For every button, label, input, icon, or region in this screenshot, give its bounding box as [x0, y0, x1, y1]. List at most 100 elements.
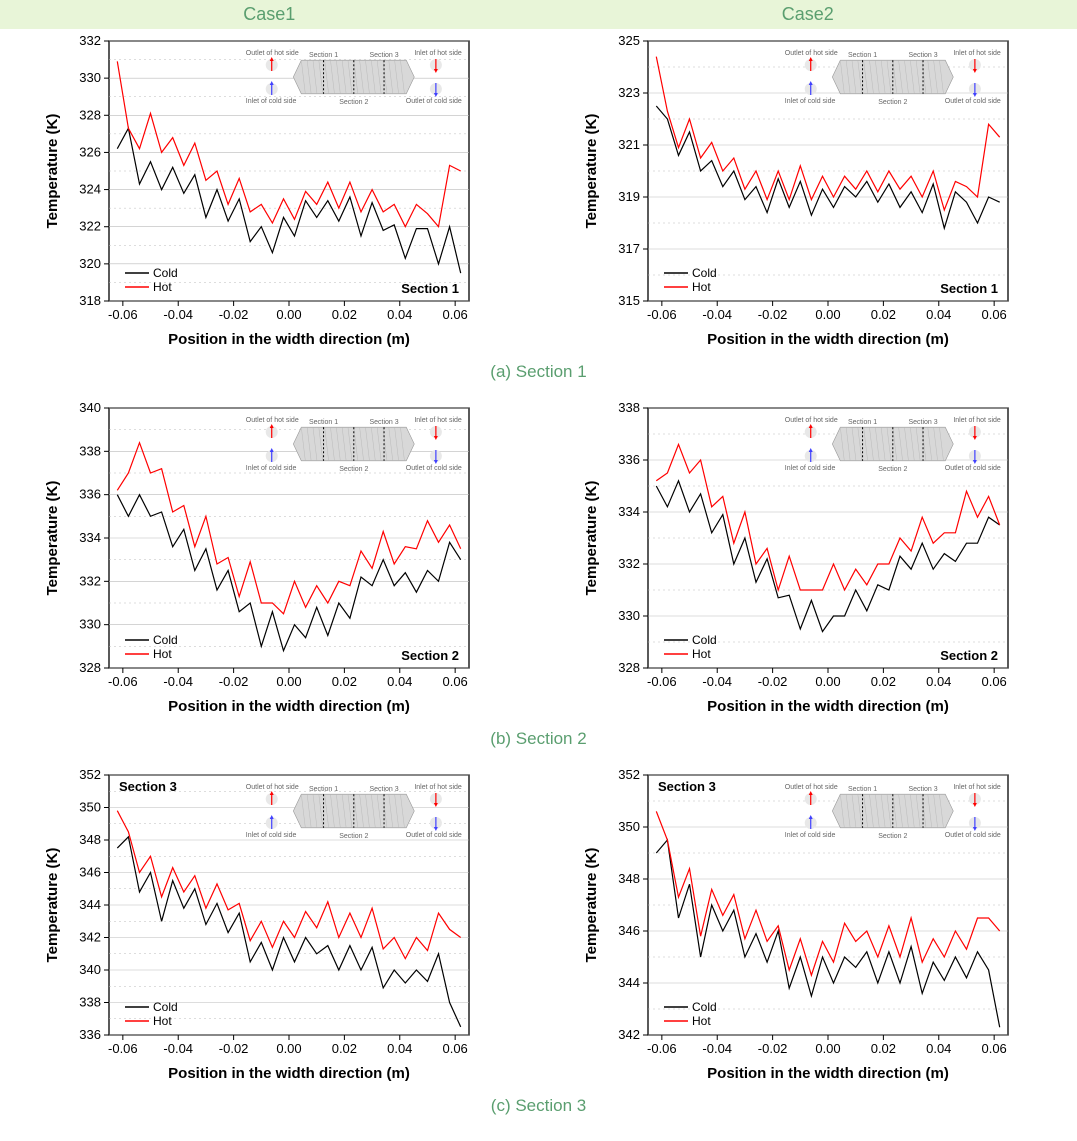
svg-text:-0.06: -0.06	[647, 307, 677, 322]
svg-text:Inlet of cold side: Inlet of cold side	[246, 98, 297, 105]
y-axis-label: Temperature (K)	[44, 114, 61, 229]
svg-text:0.04: 0.04	[387, 674, 412, 689]
svg-text:Outlet of cold side: Outlet of cold side	[406, 465, 462, 472]
svg-text:321: 321	[618, 137, 640, 152]
y-axis-label: Temperature (K)	[583, 481, 600, 596]
svg-text:0.04: 0.04	[387, 1041, 412, 1056]
svg-text:Outlet of hot side: Outlet of hot side	[246, 50, 299, 57]
svg-text:0.00: 0.00	[277, 674, 302, 689]
svg-text:-0.02: -0.02	[758, 1041, 788, 1056]
svg-text:0.02: 0.02	[870, 307, 895, 322]
svg-text:346: 346	[618, 923, 640, 938]
section-label: Section 1	[940, 281, 998, 296]
section-label: Section 3	[658, 779, 716, 794]
svg-text:332: 332	[618, 556, 640, 571]
svg-text:0.00: 0.00	[277, 1041, 302, 1056]
chart-c2s2: 328330332334336338-0.06-0.04-0.020.000.0…	[578, 396, 1038, 723]
svg-text:323: 323	[618, 85, 640, 100]
svg-text:334: 334	[80, 530, 102, 545]
svg-text:Outlet of cold side: Outlet of cold side	[945, 465, 1001, 472]
x-axis-label: Position in the width direction (m)	[168, 1065, 410, 1082]
svg-text:338: 338	[80, 443, 102, 458]
svg-text:328: 328	[80, 660, 102, 675]
svg-text:352: 352	[80, 767, 102, 782]
svg-text:0.00: 0.00	[277, 307, 302, 322]
svg-text:328: 328	[80, 107, 102, 122]
svg-text:0.00: 0.00	[815, 674, 840, 689]
legend-hot: Hot	[692, 280, 711, 294]
svg-text:340: 340	[80, 962, 102, 977]
svg-text:348: 348	[618, 871, 640, 886]
y-axis-label: Temperature (K)	[583, 114, 600, 229]
chart-box: 342344346348350352-0.06-0.04-0.020.000.0…	[578, 763, 1038, 1090]
svg-text:318: 318	[80, 293, 102, 308]
legend-hot: Hot	[153, 1014, 172, 1028]
header-case2: Case2	[539, 0, 1077, 29]
svg-text:-0.04: -0.04	[164, 1041, 194, 1056]
svg-text:332: 332	[80, 33, 102, 48]
legend-cold: Cold	[153, 633, 178, 647]
svg-text:Outlet of cold side: Outlet of cold side	[945, 832, 1001, 839]
svg-text:-0.02: -0.02	[758, 307, 788, 322]
svg-text:0.06: 0.06	[443, 307, 468, 322]
svg-text:Inlet of cold side: Inlet of cold side	[246, 832, 297, 839]
section-label: Section 2	[940, 648, 998, 663]
svg-text:0.00: 0.00	[815, 1041, 840, 1056]
svg-text:330: 330	[618, 608, 640, 623]
svg-text:Outlet of cold side: Outlet of cold side	[406, 98, 462, 105]
svg-text:0.02: 0.02	[332, 1041, 357, 1056]
svg-text:0.04: 0.04	[926, 307, 951, 322]
svg-text:-0.02: -0.02	[219, 1041, 249, 1056]
legend-cold: Cold	[692, 266, 717, 280]
svg-text:Section 1: Section 1	[309, 52, 338, 59]
svg-text:338: 338	[80, 995, 102, 1010]
legend-hot: Hot	[692, 647, 711, 661]
legend-cold: Cold	[153, 1000, 178, 1014]
svg-text:0.06: 0.06	[443, 1041, 468, 1056]
svg-text:344: 344	[618, 975, 640, 990]
svg-text:Inlet of hot side: Inlet of hot side	[415, 784, 463, 791]
svg-text:Section 1: Section 1	[848, 786, 877, 793]
svg-text:342: 342	[80, 930, 102, 945]
chart-box: 315317319321323325-0.06-0.04-0.020.000.0…	[578, 29, 1038, 356]
svg-text:-0.02: -0.02	[758, 674, 788, 689]
svg-text:Inlet of hot side: Inlet of hot side	[415, 417, 463, 424]
header-case1: Case1	[0, 0, 539, 29]
chart-grid: 318320322324326328330332-0.06-0.04-0.020…	[0, 29, 1077, 1130]
svg-text:0.04: 0.04	[387, 307, 412, 322]
svg-text:317: 317	[618, 241, 640, 256]
chart-row: 328330332334336338340-0.06-0.04-0.020.00…	[0, 396, 1077, 723]
svg-text:-0.04: -0.04	[702, 1041, 732, 1056]
x-axis-label: Position in the width direction (m)	[168, 698, 410, 715]
svg-text:336: 336	[80, 487, 102, 502]
svg-text:Inlet of cold side: Inlet of cold side	[246, 465, 297, 472]
svg-text:Section 1: Section 1	[848, 52, 877, 59]
svg-text:Outlet of hot side: Outlet of hot side	[246, 417, 299, 424]
chart-box: 336338340342344346348350352-0.06-0.04-0.…	[39, 763, 499, 1090]
svg-text:Inlet of hot side: Inlet of hot side	[953, 784, 1001, 791]
section-label: Section 1	[401, 281, 459, 296]
svg-text:Inlet of hot side: Inlet of hot side	[415, 50, 463, 57]
svg-text:Outlet of cold side: Outlet of cold side	[945, 98, 1001, 105]
svg-text:319: 319	[618, 189, 640, 204]
svg-text:332: 332	[80, 573, 102, 588]
svg-text:320: 320	[80, 256, 102, 271]
svg-text:Section 2: Section 2	[339, 466, 368, 473]
legend-hot: Hot	[153, 647, 172, 661]
chart-c1s2: 328330332334336338340-0.06-0.04-0.020.00…	[39, 396, 499, 723]
svg-text:Section 1: Section 1	[848, 419, 877, 426]
svg-text:344: 344	[80, 897, 102, 912]
svg-text:-0.02: -0.02	[219, 307, 249, 322]
svg-text:325: 325	[618, 33, 640, 48]
y-axis-label: Temperature (K)	[44, 481, 61, 596]
svg-text:Inlet of cold side: Inlet of cold side	[785, 465, 836, 472]
svg-text:-0.04: -0.04	[164, 674, 194, 689]
svg-text:Inlet of cold side: Inlet of cold side	[785, 98, 836, 105]
svg-text:Inlet of cold side: Inlet of cold side	[785, 832, 836, 839]
svg-text:342: 342	[618, 1027, 640, 1042]
svg-text:0.06: 0.06	[981, 1041, 1006, 1056]
svg-text:Inlet of hot side: Inlet of hot side	[953, 50, 1001, 57]
svg-text:340: 340	[80, 400, 102, 415]
svg-text:Section 2: Section 2	[878, 99, 907, 106]
svg-text:346: 346	[80, 865, 102, 880]
